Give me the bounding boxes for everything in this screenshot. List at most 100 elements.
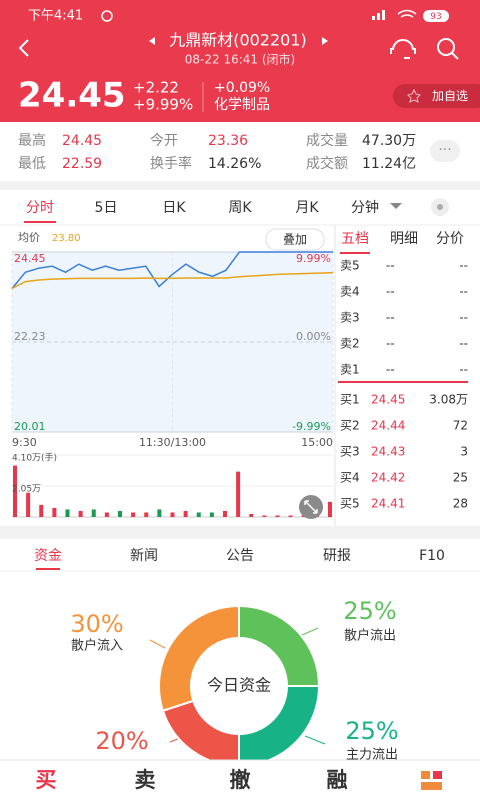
price-line [11, 251, 333, 289]
y-tick-label: 24.45 [14, 252, 46, 265]
stat-value: 14.26% [208, 156, 261, 172]
stat-label: 成交额 [306, 155, 348, 172]
settings-icon [437, 204, 443, 210]
y2-tick-label: -9.99% [292, 420, 331, 433]
period-tab[interactable]: 月K [295, 200, 319, 216]
book-volume: 25 [453, 471, 468, 485]
period-tab[interactable]: 周K [228, 200, 252, 216]
stat-label: 今开 [150, 133, 178, 149]
price-line [11, 271, 334, 290]
more-button[interactable] [430, 140, 460, 162]
y-tick-label: 20.01 [14, 420, 46, 433]
nav-button[interactable]: 撤 [230, 768, 251, 792]
period-tab[interactable]: 日K [162, 200, 186, 216]
book-label: 卖4 [340, 285, 360, 299]
y-tick-label: 2.05万 [12, 485, 41, 495]
change-pct: +9.99% [133, 96, 193, 114]
info-tab[interactable]: 研报 [323, 548, 351, 564]
volume-bar [91, 509, 96, 517]
y-tick-label: 4.10万(手) [12, 452, 57, 464]
service-icon[interactable] [390, 39, 416, 59]
book-price: 24.43 [371, 445, 405, 459]
volume-bar [39, 504, 44, 517]
book-tab[interactable]: 分价 [436, 231, 464, 247]
stat-value: 11.24亿 [362, 156, 416, 172]
book-volume: -- [459, 285, 468, 299]
nav-button[interactable]: 融 [327, 768, 348, 792]
period-tab[interactable]: 分时 [26, 200, 54, 216]
volume-bar [131, 512, 136, 517]
nav-button[interactable]: 买 [36, 768, 57, 792]
book-label: 卖1 [340, 363, 360, 377]
book-price: -- [386, 259, 395, 273]
info-tab[interactable]: 新闻 [130, 548, 158, 564]
info-tab[interactable]: 公告 [226, 548, 254, 564]
expand-icon [304, 500, 318, 514]
watch-label[interactable]: 加自选 [432, 89, 468, 103]
back-button[interactable] [18, 39, 29, 57]
x-tick-label: 9:30 [12, 436, 37, 449]
search-icon [451, 52, 459, 60]
period-tab[interactable]: 分钟 [351, 199, 379, 216]
signal-icon [372, 10, 385, 20]
change: +2.22 [133, 79, 179, 97]
x-tick-label: 15:00 [301, 436, 333, 449]
volume-bar [249, 513, 254, 517]
book-price: -- [386, 363, 395, 377]
book-volume: -- [459, 259, 468, 273]
wifi-icon [397, 9, 417, 18]
volume-bar [13, 465, 17, 517]
price: 24.45 [18, 76, 126, 116]
overlay-button[interactable] [265, 228, 325, 251]
stat-label: 成交量 [306, 132, 348, 149]
volume-bar [262, 515, 267, 517]
nav-bg [0, 760, 480, 800]
donut-value-label: 30% [70, 610, 123, 638]
book-label: 买3 [340, 445, 360, 459]
nav-button[interactable]: 卖 [135, 768, 156, 792]
book-tab[interactable]: 明细 [390, 231, 418, 247]
active-indicator [36, 568, 60, 570]
donut-value-label: 20% [95, 727, 148, 755]
dropdown[interactable] [390, 203, 402, 209]
change-pct-2: +0.09% [214, 80, 270, 96]
active-indicator [24, 221, 56, 223]
leader-line [299, 627, 319, 637]
menu-icon[interactable] [421, 771, 430, 779]
stat-value: 24.45 [62, 133, 102, 149]
book-volume: -- [459, 337, 468, 351]
stock-title: 九鼎新材(002201) [169, 31, 307, 50]
volume-bar [223, 510, 227, 517]
x-tick-label: 11:30/13:00 [139, 436, 206, 449]
volume-bar [170, 512, 175, 517]
book-volume: 3 [460, 445, 468, 459]
volume-bar [78, 510, 83, 517]
book-label: 卖5 [340, 259, 360, 273]
donut-category: 主力流出 [346, 748, 398, 763]
menu-icon [433, 771, 442, 779]
industry: 化学制品 [214, 97, 270, 113]
legend-value: 23.80 [52, 233, 81, 244]
watch-button[interactable] [393, 84, 480, 108]
volume-bar [104, 512, 109, 517]
volume-bar [236, 471, 241, 517]
overlay-label[interactable]: 叠加 [283, 233, 307, 247]
volume-bar [65, 509, 70, 517]
leader-line [149, 639, 166, 649]
volume-bar [144, 512, 149, 517]
info-tab[interactable]: 资金 [34, 548, 62, 564]
book-price: -- [386, 337, 395, 351]
book-label: 买5 [340, 497, 360, 511]
volume-bar [275, 515, 280, 517]
stat-value: 47.30万 [362, 133, 416, 149]
donut-category: 散户流入 [71, 638, 123, 654]
period-tab[interactable]: 5日 [95, 200, 118, 216]
alarm-icon [101, 10, 113, 22]
book-tab[interactable]: 五档 [341, 231, 369, 247]
legend-label: 均价 [18, 231, 40, 244]
search-icon[interactable] [437, 38, 455, 56]
book-label: 买2 [340, 419, 360, 433]
info-tab[interactable]: F10 [419, 548, 445, 564]
volume-bar [288, 515, 293, 517]
